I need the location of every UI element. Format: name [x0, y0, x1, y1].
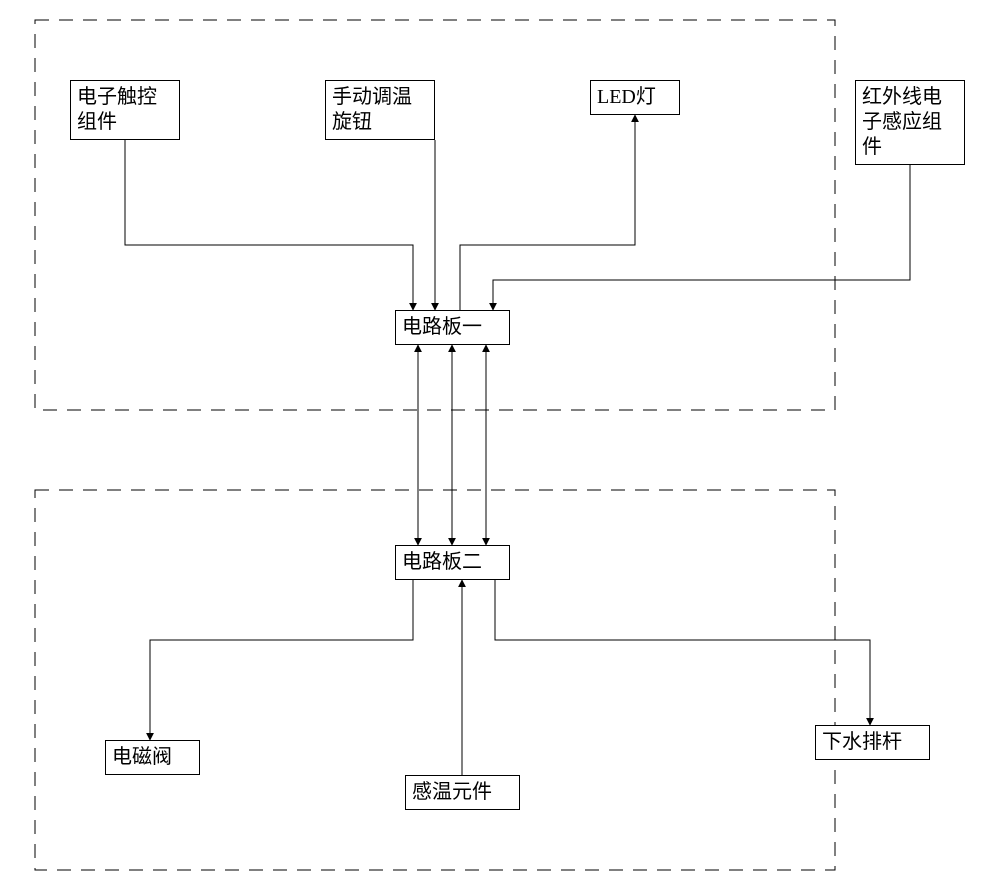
- node-knob: 手动调温旋钮: [325, 80, 435, 140]
- edge-touch-pcb1-0: [125, 140, 413, 310]
- edge-ir-pcb1-3: [493, 165, 910, 310]
- edge-pcb2-valve-7: [150, 580, 413, 740]
- node-temp: 感温元件: [405, 775, 520, 810]
- edge-pcb2-drain-9: [495, 580, 870, 725]
- node-knob-label: 手动调温旋钮: [332, 85, 428, 135]
- node-ir-label: 红外线电子感应组件: [862, 85, 958, 160]
- node-ir: 红外线电子感应组件: [855, 80, 965, 165]
- diagram-stage: 电子触控组件 手动调温旋钮 LED灯 红外线电子感应组件电路板一电路板二电磁阀感温元件…: [0, 0, 1000, 889]
- node-touch: 电子触控组件: [70, 80, 180, 140]
- node-pcb2-label: 电路板二: [402, 550, 503, 575]
- node-led: LED灯: [590, 80, 680, 115]
- node-led-label: LED灯: [597, 85, 673, 110]
- group-top: [35, 20, 835, 410]
- node-drain: 下水排杆: [815, 725, 930, 760]
- edge-pcb1-led-2: [460, 115, 635, 310]
- node-temp-label: 感温元件: [412, 780, 513, 805]
- node-pcb1-label: 电路板一: [402, 315, 503, 340]
- node-touch-label: 电子触控组件: [77, 85, 173, 135]
- node-pcb2: 电路板二: [395, 545, 510, 580]
- node-drain-label: 下水排杆: [822, 730, 923, 755]
- node-valve: 电磁阀: [105, 740, 200, 775]
- node-valve-label: 电磁阀: [112, 745, 193, 770]
- node-pcb1: 电路板一: [395, 310, 510, 345]
